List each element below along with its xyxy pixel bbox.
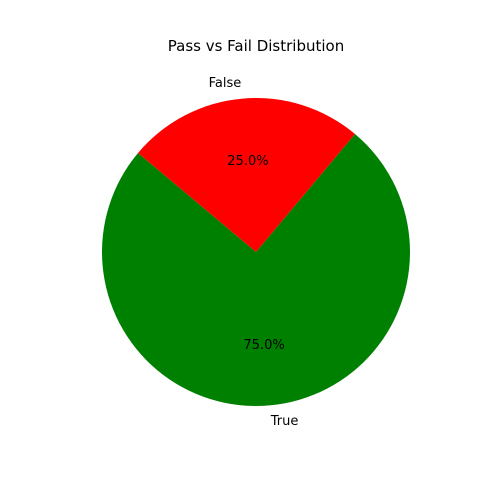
- pie-labels: True 75.0% False 25.0%: [209, 76, 299, 429]
- slice-percent-false: 25.0%: [227, 154, 268, 169]
- pie-slices: [102, 98, 410, 406]
- pie-slice-true: [102, 134, 410, 406]
- slice-label-false: False: [209, 76, 242, 91]
- chart-title: Pass vs Fail Distribution: [168, 37, 344, 55]
- slice-percent-true: 75.0%: [243, 338, 284, 353]
- slice-label-true: True: [270, 414, 299, 429]
- pie-slice-false: [138, 98, 355, 253]
